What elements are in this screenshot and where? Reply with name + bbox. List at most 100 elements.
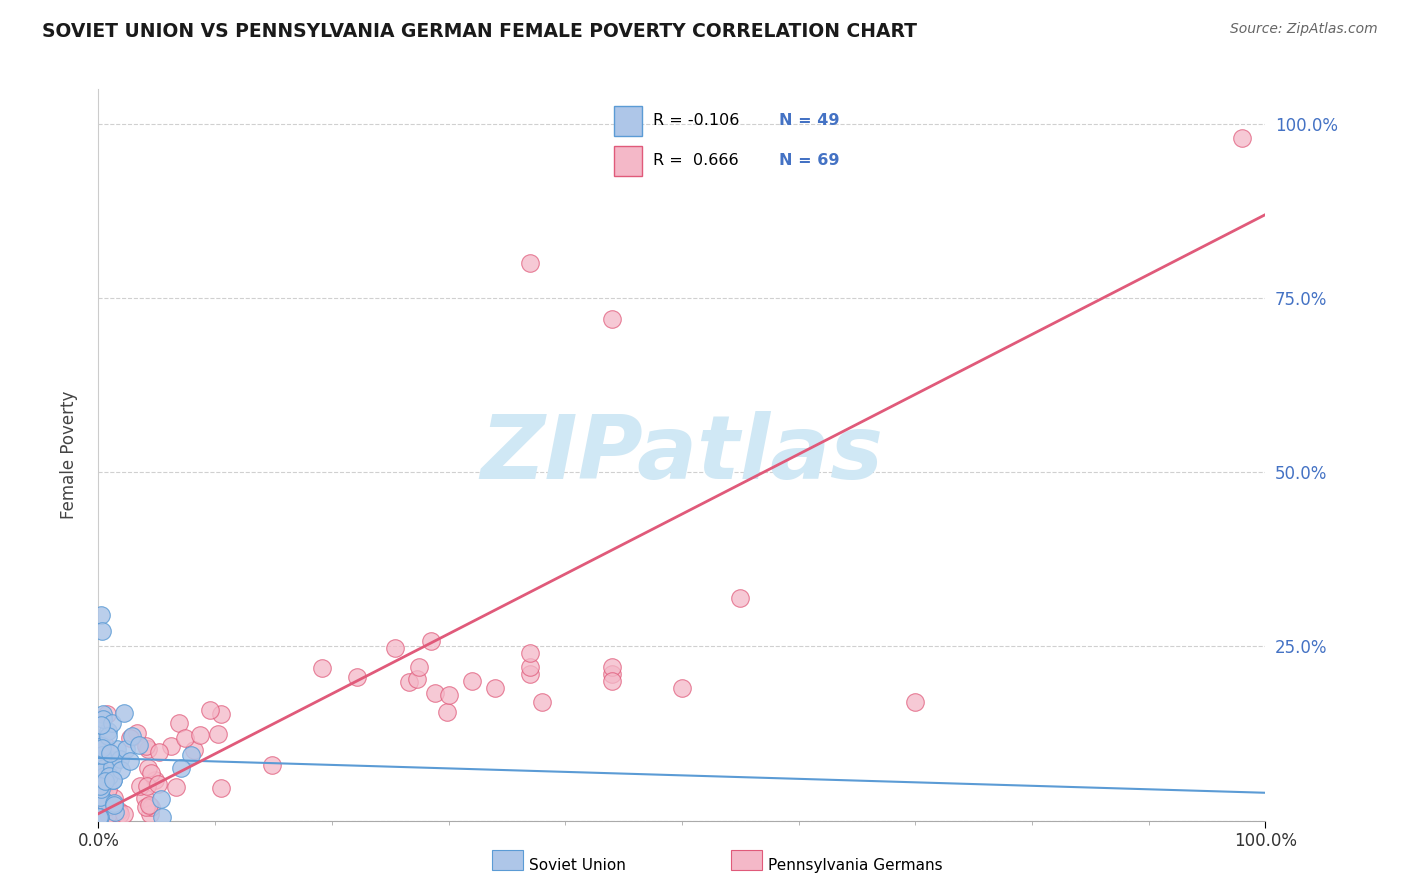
Point <box>146 777 169 791</box>
Point <box>91 748 114 763</box>
Point <box>97 730 120 744</box>
Point <box>103 753 125 767</box>
Point <box>209 707 232 722</box>
Text: Source: ZipAtlas.com: Source: ZipAtlas.com <box>1230 22 1378 37</box>
Point <box>209 781 232 796</box>
Point <box>90 789 112 804</box>
Point <box>437 688 460 702</box>
Point <box>115 742 138 756</box>
Point <box>89 810 111 824</box>
Point <box>87 754 110 768</box>
Point <box>174 731 197 745</box>
Point <box>97 766 120 780</box>
Point <box>110 763 132 777</box>
Point <box>103 791 125 805</box>
Point <box>89 718 111 732</box>
Point <box>89 779 111 793</box>
Point <box>98 798 121 813</box>
Point <box>87 753 110 767</box>
Point <box>671 681 693 696</box>
Point <box>93 769 115 783</box>
Point <box>101 772 124 787</box>
Point <box>90 624 112 639</box>
Text: R =  0.666: R = 0.666 <box>652 153 738 169</box>
Point <box>398 674 420 689</box>
Point <box>519 647 541 661</box>
Point <box>90 608 112 623</box>
Point <box>103 797 125 812</box>
Point <box>112 806 135 821</box>
Text: Pennsylvania Germans: Pennsylvania Germans <box>768 858 942 872</box>
Point <box>94 738 117 752</box>
Point <box>1230 131 1253 145</box>
Point <box>138 806 160 821</box>
Point <box>93 794 115 808</box>
Point <box>138 798 160 813</box>
Point <box>97 724 120 739</box>
Point <box>93 789 115 803</box>
Point <box>91 739 114 754</box>
Point <box>143 772 166 787</box>
Point <box>96 706 118 721</box>
Point <box>91 741 114 756</box>
Point <box>519 667 541 681</box>
Point <box>461 674 484 689</box>
Point <box>484 681 506 696</box>
Text: ZIPatlas: ZIPatlas <box>481 411 883 499</box>
Point <box>600 667 623 681</box>
Point <box>112 706 135 720</box>
Point <box>87 735 110 749</box>
Point <box>97 806 120 821</box>
Point <box>139 766 162 780</box>
Point <box>91 712 114 726</box>
Point <box>103 796 125 810</box>
Point <box>188 728 211 742</box>
Point <box>180 747 202 762</box>
Point <box>384 640 406 655</box>
Point <box>183 743 205 757</box>
Point <box>87 810 110 824</box>
Point <box>530 695 553 709</box>
Point <box>600 312 623 326</box>
Point <box>129 779 152 793</box>
Point <box>420 633 443 648</box>
Point <box>98 769 121 783</box>
Point <box>198 703 221 717</box>
Point <box>160 739 183 754</box>
Point <box>118 754 141 768</box>
Point <box>150 810 173 824</box>
Point <box>90 782 112 797</box>
Point <box>93 761 115 775</box>
Point <box>128 738 150 752</box>
Point <box>148 745 170 759</box>
Point <box>108 804 131 818</box>
Point <box>101 716 124 731</box>
Point <box>105 741 128 756</box>
Point <box>134 790 156 805</box>
Text: R = -0.106: R = -0.106 <box>652 113 740 128</box>
Point <box>730 591 752 605</box>
Point <box>436 706 458 720</box>
Point <box>165 780 187 794</box>
Point <box>167 716 190 731</box>
Point <box>346 670 368 684</box>
Point <box>600 674 623 689</box>
Point <box>136 779 159 793</box>
Point <box>94 797 117 812</box>
Point <box>91 706 114 721</box>
Point <box>135 799 157 814</box>
Point <box>100 806 122 821</box>
Point <box>108 806 131 821</box>
Point <box>89 779 111 793</box>
Point <box>260 758 283 772</box>
Point <box>311 660 333 674</box>
Text: N = 49: N = 49 <box>779 113 839 128</box>
Point <box>101 760 124 774</box>
Point <box>423 686 446 700</box>
Point <box>93 773 115 788</box>
Point <box>150 792 173 806</box>
Point <box>904 695 927 709</box>
Point <box>91 756 114 771</box>
Y-axis label: Female Poverty: Female Poverty <box>59 391 77 519</box>
Point <box>120 731 142 746</box>
